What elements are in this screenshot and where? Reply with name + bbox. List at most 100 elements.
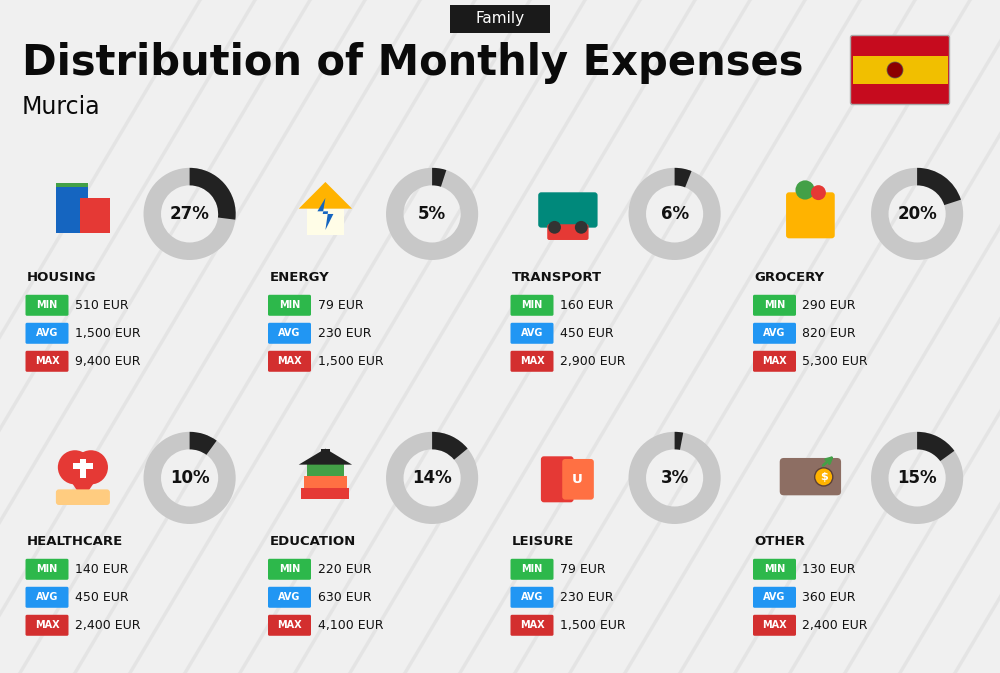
- FancyBboxPatch shape: [26, 323, 68, 344]
- Circle shape: [811, 185, 826, 200]
- Polygon shape: [62, 467, 104, 499]
- Text: Distribution of Monthly Expenses: Distribution of Monthly Expenses: [22, 42, 804, 84]
- Text: ENERGY: ENERGY: [270, 271, 329, 284]
- FancyBboxPatch shape: [541, 456, 574, 502]
- FancyBboxPatch shape: [268, 351, 311, 371]
- Text: MIN: MIN: [279, 300, 300, 310]
- Text: 130 EUR: 130 EUR: [802, 563, 856, 576]
- Wedge shape: [871, 168, 963, 260]
- Bar: [307, 464, 344, 476]
- Bar: [321, 449, 330, 464]
- FancyBboxPatch shape: [26, 559, 68, 579]
- Text: 1,500 EUR: 1,500 EUR: [560, 618, 626, 632]
- FancyBboxPatch shape: [26, 351, 68, 371]
- Text: Murcia: Murcia: [22, 95, 101, 119]
- Text: $: $: [820, 472, 828, 482]
- Text: 630 EUR: 630 EUR: [318, 591, 371, 604]
- Text: 230 EUR: 230 EUR: [318, 327, 371, 340]
- Text: 3%: 3%: [660, 469, 689, 487]
- Circle shape: [575, 221, 588, 234]
- Text: 79 EUR: 79 EUR: [318, 299, 363, 312]
- Text: 27%: 27%: [170, 205, 210, 223]
- Text: MIN: MIN: [764, 564, 785, 574]
- Wedge shape: [190, 432, 217, 455]
- Wedge shape: [629, 432, 721, 524]
- Text: 14%: 14%: [412, 469, 452, 487]
- Text: MIN: MIN: [36, 300, 58, 310]
- Circle shape: [548, 221, 561, 234]
- Text: HOUSING: HOUSING: [27, 271, 97, 284]
- FancyBboxPatch shape: [56, 489, 110, 505]
- Text: MAX: MAX: [35, 356, 59, 366]
- Text: MAX: MAX: [762, 356, 787, 366]
- Text: 15%: 15%: [897, 469, 937, 487]
- Polygon shape: [299, 182, 352, 209]
- FancyBboxPatch shape: [753, 295, 796, 316]
- Text: 5,300 EUR: 5,300 EUR: [802, 355, 868, 367]
- Text: 4,100 EUR: 4,100 EUR: [318, 618, 383, 632]
- FancyBboxPatch shape: [786, 192, 835, 238]
- FancyBboxPatch shape: [780, 458, 841, 495]
- Text: AVG: AVG: [521, 592, 543, 602]
- Text: 10%: 10%: [170, 469, 209, 487]
- Text: MIN: MIN: [36, 564, 58, 574]
- Circle shape: [815, 468, 833, 486]
- FancyBboxPatch shape: [511, 323, 554, 344]
- FancyBboxPatch shape: [450, 5, 550, 33]
- Wedge shape: [629, 168, 721, 260]
- FancyBboxPatch shape: [26, 614, 68, 636]
- FancyBboxPatch shape: [511, 295, 554, 316]
- Text: AVG: AVG: [278, 328, 301, 339]
- Wedge shape: [386, 168, 478, 260]
- Wedge shape: [432, 432, 468, 460]
- Circle shape: [74, 450, 108, 485]
- FancyBboxPatch shape: [268, 295, 311, 316]
- Wedge shape: [144, 432, 236, 524]
- Text: AVG: AVG: [36, 592, 58, 602]
- Text: MAX: MAX: [520, 621, 544, 631]
- FancyBboxPatch shape: [511, 587, 554, 608]
- Text: EDUCATION: EDUCATION: [270, 535, 356, 548]
- Bar: [56, 183, 88, 187]
- FancyBboxPatch shape: [268, 323, 311, 344]
- Text: OTHER: OTHER: [755, 535, 805, 548]
- Bar: [301, 487, 349, 499]
- Text: Family: Family: [475, 11, 525, 26]
- Text: MAX: MAX: [520, 356, 544, 366]
- Bar: [80, 459, 86, 478]
- Text: GROCERY: GROCERY: [755, 271, 825, 284]
- Text: MIN: MIN: [764, 300, 785, 310]
- Text: 290 EUR: 290 EUR: [802, 299, 856, 312]
- Text: 2,400 EUR: 2,400 EUR: [75, 618, 140, 632]
- Wedge shape: [386, 432, 478, 524]
- Wedge shape: [917, 168, 961, 205]
- FancyBboxPatch shape: [753, 351, 796, 371]
- FancyBboxPatch shape: [268, 559, 311, 579]
- Text: 1,500 EUR: 1,500 EUR: [75, 327, 141, 340]
- Text: 9,400 EUR: 9,400 EUR: [75, 355, 140, 367]
- Text: HEALTHCARE: HEALTHCARE: [27, 535, 123, 548]
- Text: MAX: MAX: [277, 356, 302, 366]
- Wedge shape: [917, 432, 954, 461]
- Polygon shape: [317, 198, 333, 230]
- Wedge shape: [675, 168, 692, 187]
- Text: LEISURE: LEISURE: [512, 535, 574, 548]
- Text: 2,900 EUR: 2,900 EUR: [560, 355, 626, 367]
- Text: MIN: MIN: [521, 300, 543, 310]
- Bar: [80, 198, 110, 233]
- Text: 360 EUR: 360 EUR: [802, 591, 856, 604]
- Text: AVG: AVG: [36, 328, 58, 339]
- Text: 160 EUR: 160 EUR: [560, 299, 614, 312]
- Circle shape: [58, 450, 92, 485]
- Bar: [73, 463, 93, 470]
- Text: 2,400 EUR: 2,400 EUR: [802, 618, 868, 632]
- Text: MAX: MAX: [277, 621, 302, 631]
- FancyBboxPatch shape: [547, 224, 589, 240]
- FancyBboxPatch shape: [562, 459, 594, 499]
- Text: AVG: AVG: [521, 328, 543, 339]
- Text: MAX: MAX: [762, 621, 787, 631]
- Text: MIN: MIN: [279, 564, 300, 574]
- FancyBboxPatch shape: [538, 192, 598, 227]
- Text: 1,500 EUR: 1,500 EUR: [318, 355, 383, 367]
- Text: 510 EUR: 510 EUR: [75, 299, 129, 312]
